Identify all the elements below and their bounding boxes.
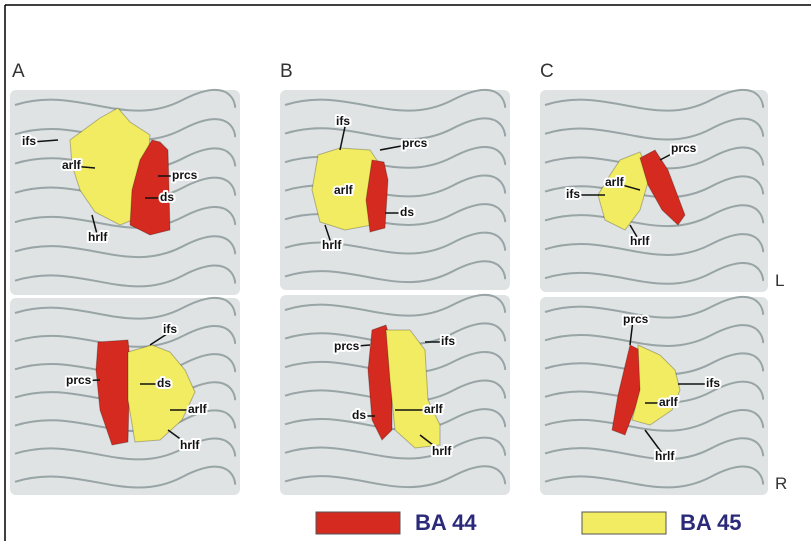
sulcus-label: hrlf	[180, 438, 200, 452]
sulcus-label: arlf	[605, 175, 625, 189]
sulcus-label: ifs	[706, 376, 720, 390]
panel-letter: C	[540, 61, 554, 82]
legend-label: BA 45	[680, 510, 742, 535]
sulcus-label: hrlf	[655, 449, 675, 463]
sulcus-label: prcs	[671, 141, 697, 155]
sulcus-label: arlf	[659, 395, 679, 409]
sulcus-label: arlf	[334, 183, 354, 197]
legend-swatch	[316, 512, 400, 534]
sulcus-label: prcs	[66, 373, 92, 387]
legend-swatch	[582, 512, 666, 534]
sulcus-label: prcs	[172, 168, 198, 182]
sulcus-label: ifs	[441, 334, 455, 348]
sulcus-label: hrlf	[630, 234, 650, 248]
sulcus-label: ds	[400, 205, 414, 219]
sulcus-label: ifs	[163, 322, 177, 336]
sulcus-label: ds	[157, 376, 171, 390]
sulcus-label: ds	[352, 408, 366, 422]
sulcus-label: ifs	[566, 187, 580, 201]
sulcus-label: prcs	[402, 136, 428, 150]
sulcus-label: arlf	[188, 402, 208, 416]
panel-letter: B	[280, 61, 293, 82]
sulcus-label: ifs	[336, 114, 350, 128]
legend-label: BA 44	[415, 510, 477, 535]
figure: Aifs arlf prcs ds hrlf ifs prcs ds arlf hrlf Bifs p…	[0, 0, 811, 541]
sulcus-label: arlf	[424, 402, 444, 416]
side-label: L	[775, 271, 784, 290]
sulcus-label: hrlf	[322, 238, 342, 252]
sulcus-label: hrlf	[88, 230, 108, 244]
sulcus-label: prcs	[623, 312, 649, 326]
sulcus-label: ds	[160, 190, 174, 204]
sulcus-label: ifs	[22, 134, 36, 148]
sulcus-label: hrlf	[432, 444, 452, 458]
sulcus-label: prcs	[334, 339, 360, 353]
panel-letter: A	[12, 61, 25, 82]
sulcus-label: arlf	[62, 158, 82, 172]
side-label: R	[775, 474, 787, 493]
